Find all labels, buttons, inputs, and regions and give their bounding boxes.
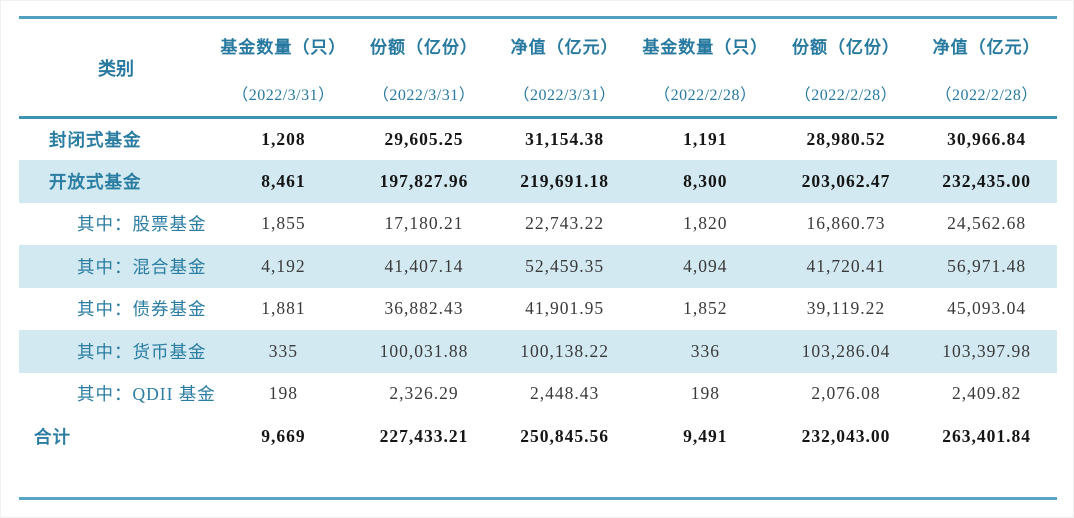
value-cell: 22,743.22	[525, 213, 605, 234]
table-row-hybrid: 其中：混合基金 4,192 41,407.14 52,459.35 4,094 …	[19, 245, 1057, 288]
value-cell: 41,720.41	[806, 255, 886, 276]
category-cell: 其中：混合基金	[77, 256, 207, 277]
value-cell: 232,043.00	[801, 425, 891, 446]
value-cell: 17,180.21	[384, 213, 464, 234]
column-header-shares-mar: 份额（亿份） （2022/3/31）	[353, 19, 495, 119]
value-cell: 103,286.04	[801, 340, 891, 361]
value-cell: 2,409.82	[952, 383, 1022, 404]
value-cell: 1,208	[261, 129, 306, 149]
value-cell: 16,860.73	[806, 213, 886, 234]
column-label: 基金数量（只）	[220, 38, 347, 57]
category-cell: 其中：股票基金	[77, 214, 207, 235]
value-cell: 1,191	[683, 129, 728, 149]
column-header-nav-feb: 净值（亿元） （2022/2/28）	[916, 19, 1057, 119]
category-cell: 其中：债券基金	[77, 299, 207, 320]
value-cell: 29,605.25	[384, 129, 464, 149]
value-cell: 263,401.84	[942, 425, 1032, 446]
value-cell: 100,138.22	[520, 340, 610, 361]
value-cell: 335	[268, 340, 299, 361]
category-cell: 合计	[34, 426, 71, 447]
value-cell: 1,881	[261, 298, 306, 319]
category-cell: 其中：货币基金	[77, 341, 207, 362]
table-row-bond: 其中：债券基金 1,881 36,882.43 41,901.95 1,852 …	[19, 288, 1057, 331]
value-cell: 336	[690, 340, 720, 361]
value-cell: 2,448.43	[530, 383, 600, 404]
value-cell: 9,491	[683, 425, 728, 446]
column-header-count-feb: 基金数量（只） （2022/2/28）	[635, 19, 776, 119]
category-cell: 开放式基金	[49, 171, 142, 192]
fund-statistics-table: 类别 基金数量（只） （2022/3/31） 份额（亿份） （2022/3/31…	[19, 16, 1057, 500]
table-row-open-end: 开放式基金 8,461 197,827.96 219,691.18 8,300 …	[19, 160, 1057, 203]
table-row-qdii: 其中：QDII 基金 198 2,326.29 2,448.43 198 2,0…	[19, 373, 1057, 416]
header-row: 类别 基金数量（只） （2022/3/31） 份额（亿份） （2022/3/31…	[19, 19, 1057, 119]
category-cell: 封闭式基金	[49, 130, 142, 150]
column-label: 份额（亿份）	[370, 38, 479, 57]
value-cell: 1,852	[683, 298, 728, 319]
column-label: 净值（亿元）	[932, 38, 1041, 57]
value-cell: 9,669	[261, 425, 306, 446]
table-row-money-market: 其中：货币基金 335 100,031.88 100,138.22 336 10…	[19, 330, 1057, 373]
value-cell: 41,407.14	[384, 255, 464, 276]
value-cell: 45,093.04	[947, 298, 1027, 319]
table-header: 类别 基金数量（只） （2022/3/31） 份额（亿份） （2022/3/31…	[19, 19, 1057, 119]
value-cell: 41,901.95	[525, 298, 605, 319]
value-cell: 8,461	[261, 170, 306, 191]
value-cell: 250,845.56	[520, 425, 610, 446]
column-period: （2022/2/28）	[654, 87, 757, 104]
value-cell: 28,980.52	[806, 129, 886, 149]
value-cell: 103,397.98	[942, 340, 1032, 361]
value-cell: 31,154.38	[525, 129, 605, 149]
value-cell: 1,820	[683, 213, 728, 234]
value-cell: 52,459.35	[525, 255, 605, 276]
column-period: （2022/2/28）	[794, 87, 898, 104]
value-cell: 8,300	[683, 170, 728, 191]
column-header-count-mar: 基金数量（只） （2022/3/31）	[213, 19, 354, 119]
value-cell: 4,192	[261, 255, 306, 276]
value-cell: 198	[268, 383, 299, 404]
bottom-spacer	[19, 458, 1057, 497]
column-label: 基金数量（只）	[642, 38, 769, 57]
category-column-header: 类别	[19, 19, 214, 119]
value-cell: 39,119.22	[806, 298, 886, 319]
table-body: 封闭式基金 1,208 29,605.25 31,154.38 1,191 28…	[19, 118, 1057, 458]
value-cell: 1,855	[261, 213, 306, 234]
value-cell: 198	[690, 383, 720, 404]
fund-table: 类别 基金数量（只） （2022/3/31） 份额（亿份） （2022/3/31…	[19, 19, 1057, 458]
table-row-total: 合计 9,669 227,433.21 250,845.56 9,491 232…	[19, 415, 1057, 458]
column-label: 净值（亿元）	[510, 38, 619, 57]
value-cell: 232,435.00	[942, 170, 1032, 191]
column-period: （2022/3/31）	[513, 87, 616, 104]
column-period: （2022/2/28）	[935, 87, 1038, 104]
value-cell: 100,031.88	[379, 340, 469, 361]
value-cell: 36,882.43	[384, 298, 464, 319]
bottom-rule	[19, 496, 1057, 500]
column-header-shares-feb: 份额（亿份） （2022/2/28）	[775, 19, 917, 119]
value-cell: 219,691.18	[520, 170, 610, 191]
column-period: （2022/3/31）	[232, 87, 335, 104]
value-cell: 197,827.96	[379, 170, 469, 191]
value-cell: 56,971.48	[947, 255, 1027, 276]
column-header-nav-mar: 净值（亿元） （2022/3/31）	[494, 19, 635, 119]
value-cell: 2,076.08	[811, 383, 881, 404]
column-label: 份额（亿份）	[791, 38, 900, 57]
value-cell: 30,966.84	[947, 129, 1027, 149]
table-row-closed-end: 封闭式基金 1,208 29,605.25 31,154.38 1,191 28…	[19, 118, 1057, 161]
value-cell: 2,326.29	[389, 383, 459, 404]
category-cell: 其中：QDII 基金	[77, 384, 216, 405]
column-period: （2022/3/31）	[372, 87, 476, 104]
value-cell: 24,562.68	[947, 213, 1027, 234]
value-cell: 4,094	[683, 255, 728, 276]
value-cell: 203,062.47	[801, 170, 891, 191]
table-row-equity: 其中：股票基金 1,855 17,180.21 22,743.22 1,820 …	[19, 203, 1057, 246]
value-cell: 227,433.21	[379, 425, 469, 446]
